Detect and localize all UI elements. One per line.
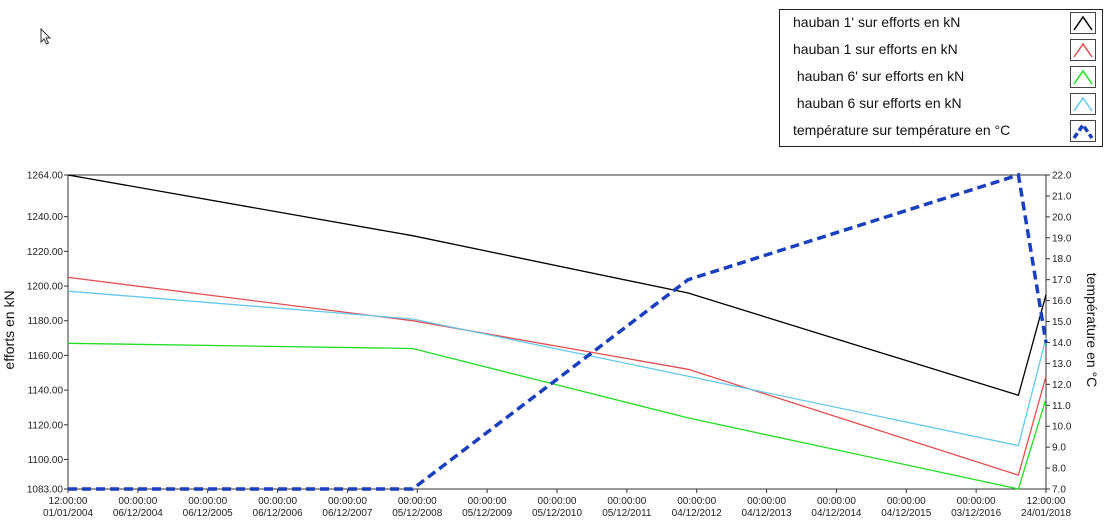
y-right-tick-label: 22.0 bbox=[1052, 171, 1072, 182]
x-tick-date-label: 04/12/2014 bbox=[811, 508, 861, 519]
legend-swatch-icon bbox=[1070, 12, 1096, 34]
x-tick-date-label: 04/12/2015 bbox=[881, 508, 931, 519]
x-tick-date-label: 05/12/2008 bbox=[392, 508, 442, 519]
x-tick-date-label: 06/12/2004 bbox=[113, 508, 163, 519]
mouse-cursor-icon bbox=[40, 27, 52, 51]
legend-swatch-icon bbox=[1070, 39, 1096, 61]
legend-label: hauban 6 sur efforts en kN bbox=[793, 95, 962, 111]
y-left-tick-label: 1120.00 bbox=[28, 420, 64, 431]
x-tick-time-label: 00:00:00 bbox=[887, 496, 926, 507]
x-tick-date-label: 05/12/2011 bbox=[602, 508, 652, 519]
x-tick-date-label: 05/12/2010 bbox=[532, 508, 582, 519]
y-right-tick-label: 14.0 bbox=[1052, 338, 1072, 349]
legend-swatch-icon bbox=[1070, 93, 1096, 115]
x-tick-time-label: 00:00:00 bbox=[468, 496, 507, 507]
legend-item: hauban 6' sur efforts en kN bbox=[780, 64, 1102, 91]
series-line-1 bbox=[67, 174, 1047, 397]
chart-legend: hauban 1' sur efforts en kN hauban 1 sur … bbox=[779, 9, 1103, 147]
legend-label: hauban 1 sur efforts en kN bbox=[793, 41, 958, 57]
legend-swatch-icon bbox=[1070, 120, 1096, 142]
y-left-tick-label: 1264.00 bbox=[27, 171, 64, 182]
x-tick-time-label: 12:00:00 bbox=[49, 496, 88, 507]
legend-item: température sur température en °C bbox=[780, 118, 1102, 145]
series-line-2 bbox=[67, 276, 1047, 476]
legend-label: température sur température en °C bbox=[793, 122, 1011, 138]
x-tick-time-label: 12:00:00 bbox=[1027, 496, 1066, 507]
x-tick-time-label: 00:00:00 bbox=[747, 496, 786, 507]
x-tick-date-label: 06/12/2005 bbox=[183, 508, 233, 519]
plot-area bbox=[67, 174, 1047, 490]
x-tick-time-label: 00:00:00 bbox=[607, 496, 646, 507]
y-left-tick-label: 1220.00 bbox=[27, 247, 64, 258]
x-tick-time-label: 00:00:00 bbox=[957, 496, 996, 507]
legend-item: hauban 1 sur efforts en kN bbox=[780, 37, 1102, 64]
x-tick-date-label: 24/01/2018 bbox=[1021, 508, 1071, 519]
x-tick-date-label: 06/12/2007 bbox=[322, 508, 372, 519]
x-tick-time-label: 00:00:00 bbox=[398, 496, 437, 507]
y-right-tick-label: 12.0 bbox=[1052, 380, 1072, 391]
x-tick-time-label: 00:00:00 bbox=[677, 496, 716, 507]
x-tick-date-label: 06/12/2006 bbox=[253, 508, 303, 519]
series-line-3 bbox=[67, 342, 1047, 490]
y-left-tick-label: 1160.00 bbox=[28, 351, 64, 362]
series-line-4 bbox=[67, 290, 1047, 447]
legend-label: hauban 1' sur efforts en kN bbox=[793, 14, 961, 30]
y-left-tick-label: 1180.00 bbox=[28, 316, 64, 327]
y-right-tick-label: 8.0 bbox=[1052, 464, 1066, 475]
x-tick-date-label: 03/12/2016 bbox=[951, 508, 1001, 519]
y-left-tick-label: 1200.00 bbox=[27, 282, 64, 293]
series-line-5 bbox=[68, 172, 1048, 491]
y-right-tick-label: 20.0 bbox=[1052, 212, 1072, 223]
y-right-tick-label: 13.0 bbox=[1052, 359, 1072, 370]
x-tick-time-label: 00:00:00 bbox=[328, 496, 367, 507]
x-tick-time-label: 00:00:00 bbox=[258, 496, 297, 507]
y-right-tick-label: 11.0 bbox=[1052, 401, 1071, 412]
y-axis-title-right: température en °C bbox=[1084, 273, 1100, 388]
x-tick-time-label: 00:00:00 bbox=[538, 496, 577, 507]
x-tick-time-label: 00:00:00 bbox=[817, 496, 856, 507]
legend-item: hauban 1' sur efforts en kN bbox=[780, 10, 1102, 37]
y-left-tick-label: 1100.00 bbox=[28, 455, 64, 466]
y-axis-title-left: efforts en kN bbox=[1, 290, 17, 369]
legend-item: hauban 6 sur efforts en kN bbox=[780, 91, 1102, 118]
y-right-tick-label: 9.0 bbox=[1052, 443, 1066, 454]
legend-swatch-icon bbox=[1070, 66, 1096, 88]
y-right-tick-label: 17.0 bbox=[1052, 275, 1072, 286]
y-right-tick-label: 10.0 bbox=[1052, 422, 1072, 433]
y-left-tick-label: 1140.00 bbox=[28, 386, 64, 397]
x-tick-date-label: 01/01/2004 bbox=[43, 508, 93, 519]
y-left-tick-label: 1083.00 bbox=[27, 485, 64, 496]
y-left-tick-label: 1240.00 bbox=[27, 212, 64, 223]
y-right-tick-label: 7.0 bbox=[1052, 485, 1066, 496]
x-tick-date-label: 04/12/2013 bbox=[742, 508, 792, 519]
y-right-tick-label: 18.0 bbox=[1052, 254, 1072, 265]
x-tick-date-label: 05/12/2009 bbox=[462, 508, 512, 519]
y-right-tick-label: 16.0 bbox=[1052, 296, 1072, 307]
y-right-tick-label: 15.0 bbox=[1052, 317, 1072, 328]
y-right-tick-label: 21.0 bbox=[1052, 191, 1072, 202]
x-tick-time-label: 00:00:00 bbox=[188, 496, 227, 507]
legend-label: hauban 6' sur efforts en kN bbox=[793, 68, 965, 84]
y-right-tick-label: 19.0 bbox=[1052, 233, 1072, 244]
x-tick-time-label: 00:00:00 bbox=[118, 496, 157, 507]
x-tick-date-label: 04/12/2012 bbox=[672, 508, 722, 519]
